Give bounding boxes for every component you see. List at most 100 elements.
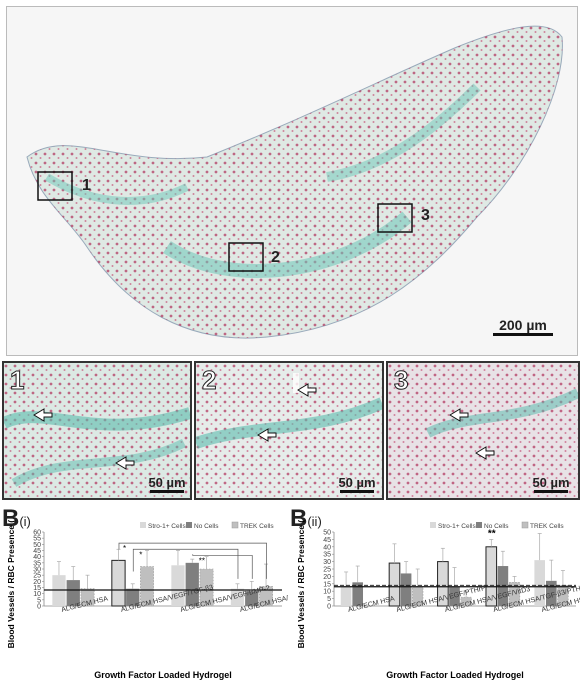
y-tick-label: 45 <box>323 537 331 544</box>
significance-marker: ** <box>199 556 205 565</box>
bar-stro-1-cells <box>230 588 245 606</box>
panel-bi-sublabel: (i) <box>19 514 31 529</box>
panel-bii-letter: B <box>290 505 308 532</box>
y-tick-label: 20 <box>33 579 41 586</box>
legend-label: No Cells <box>484 523 509 530</box>
y-tick-label: 40 <box>33 554 41 561</box>
significance-bracket <box>132 548 239 579</box>
arrow-icon <box>257 428 277 442</box>
bar-stro-1-cells <box>171 565 185 606</box>
scale-bar-inset-1: 50 µm <box>144 475 190 493</box>
x-axis-label: Growth Factor Loaded Hydrogel <box>94 670 232 680</box>
bar-no-cells <box>245 591 259 606</box>
bar-no-cells <box>497 566 509 606</box>
bar-no-cells <box>545 580 557 606</box>
inset-1-number: 1 <box>9 365 25 396</box>
inset-2-number: 2 <box>201 365 217 396</box>
scale-bar-main-label: 200 µm <box>499 317 547 333</box>
scale-bar-inset-2-line <box>340 490 374 493</box>
legend-swatch <box>430 522 436 528</box>
legend-label: TREK Cells <box>530 523 564 530</box>
legend-swatch <box>231 521 239 529</box>
y-axis-label: Blood Vessels / RBC Presence (% area) <box>296 520 306 648</box>
bar-stro-1-cells <box>111 559 126 607</box>
bar-trek-cells <box>412 586 424 607</box>
inset-2: 2 50 µm <box>194 361 384 500</box>
bar-trek-cells <box>460 596 472 607</box>
y-tick-label: 40 <box>323 544 331 551</box>
y-tick-label: 10 <box>323 589 331 596</box>
legend-label: No Cells <box>194 523 219 530</box>
legend-swatch <box>476 522 482 528</box>
tissue-section <box>26 25 563 339</box>
bar-no-cells <box>449 586 460 606</box>
y-tick-label: 50 <box>323 530 331 537</box>
legend-swatch <box>140 522 146 528</box>
roi-box-1 <box>37 171 73 201</box>
panel-bi-letter: B <box>2 505 20 532</box>
arrow-icon <box>297 383 317 397</box>
y-tick-label: 20 <box>323 574 331 581</box>
y-tick-label: 30 <box>323 559 331 566</box>
scale-bar-main: 200 µm <box>485 317 561 336</box>
y-tick-label: 5 <box>37 597 41 604</box>
y-tick-label: 55 <box>33 536 41 543</box>
legend-label: Stro-1+ Cells <box>148 523 186 530</box>
y-tick-label: 35 <box>323 552 331 559</box>
y-tick-label: 0 <box>37 604 41 611</box>
significance-marker: ** <box>488 528 496 539</box>
y-tick-label: 45 <box>33 548 41 555</box>
inset-3-number: 3 <box>393 365 409 396</box>
y-axis-label: Blood Vessels / RBC Presence (% area) <box>6 520 16 648</box>
roi-box-3 <box>377 203 413 233</box>
significance-marker: * <box>123 544 126 553</box>
significance-bracket <box>118 542 267 579</box>
bar-trek-cells <box>557 584 569 607</box>
y-tick-label: 15 <box>323 581 331 588</box>
bar-no-cells <box>126 588 140 606</box>
significance-bracket <box>192 554 253 579</box>
significance-marker: * <box>139 550 142 559</box>
y-tick-label: 35 <box>33 560 41 567</box>
inset-3-tissue <box>388 363 578 498</box>
scale-bar-inset-2: 50 µm <box>334 475 380 493</box>
bar-no-cells <box>185 562 199 606</box>
roi-label-2: 2 <box>271 249 280 266</box>
inset-3: 3 50 µm <box>386 361 580 500</box>
scale-bar-inset-1-label: 50 µm <box>148 475 186 490</box>
arrow-icon <box>475 446 495 460</box>
roi-box-2 <box>228 242 264 272</box>
bar-no-cells <box>352 582 364 606</box>
chart-bi: Blood Vessels / RBC Presence (% area) 051… <box>6 520 288 680</box>
scale-bar-inset-3-line <box>534 490 568 493</box>
y-tick-label: 10 <box>33 591 41 598</box>
y-tick-label: 30 <box>33 567 41 574</box>
panel-bii-label: B(ii) <box>290 505 322 533</box>
chart-bii: Blood Vessels / RBC Presence (% area) 051… <box>296 520 580 680</box>
legend-label: TREK Cells <box>240 523 274 530</box>
scale-bar-inset-2-label: 50 µm <box>338 475 376 490</box>
bar-trek-cells <box>80 588 95 607</box>
bar-stro-1-cells <box>388 562 401 607</box>
scale-bar-inset-1-line <box>150 490 184 493</box>
y-tick-label: 60 <box>33 530 41 537</box>
scale-bar-inset-3: 50 µm <box>528 475 574 493</box>
y-tick-label: 15 <box>33 585 41 592</box>
panel-bii-sublabel: (ii) <box>307 514 322 529</box>
y-tick-label: 25 <box>33 573 41 580</box>
bar-no-cells <box>66 580 80 606</box>
inset-1-tissue <box>4 363 190 498</box>
scale-bar-inset-3-label: 50 µm <box>532 475 570 490</box>
x-axis-label: Growth Factor Loaded Hydrogel <box>386 670 524 680</box>
main-micrograph: 1 2 3 200 µm <box>6 6 578 356</box>
legend-swatch <box>186 522 192 528</box>
y-tick-label: 25 <box>323 567 331 574</box>
inset-2-tissue <box>196 363 382 498</box>
bar-no-cells <box>400 573 412 606</box>
bar-stro-1-cells <box>534 560 545 606</box>
arrow-icon <box>449 408 469 422</box>
roi-label-3: 3 <box>421 207 430 224</box>
arrow-icon <box>115 456 135 470</box>
arrow-icon <box>33 408 53 422</box>
bar-stro-1-cells <box>340 586 352 606</box>
